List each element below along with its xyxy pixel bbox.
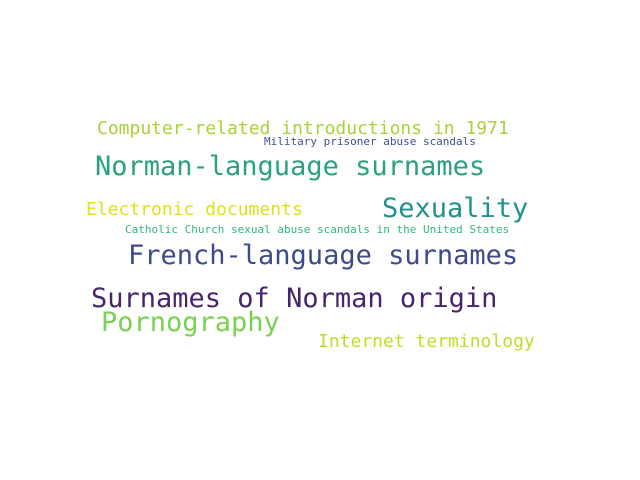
word-computer-related-introductions: Computer-related introductions in 1971 (97, 118, 509, 139)
word-electronic-documents: Electronic documents (86, 199, 303, 220)
word-sexuality: Sexuality (382, 193, 529, 224)
word-internet-terminology: Internet terminology (318, 331, 535, 352)
word-surnames-norman-origin: Surnames of Norman origin (91, 283, 498, 314)
word-norman-language-surnames: Norman-language surnames (95, 151, 486, 182)
word-military-prisoner-abuse: Military prisoner abuse scandals (264, 135, 476, 148)
word-french-language-surnames: French-language surnames (128, 240, 519, 271)
word-catholic-church-abuse: Catholic Church sexual abuse scandals in… (125, 223, 510, 236)
word-pornography: Pornography (101, 307, 280, 338)
